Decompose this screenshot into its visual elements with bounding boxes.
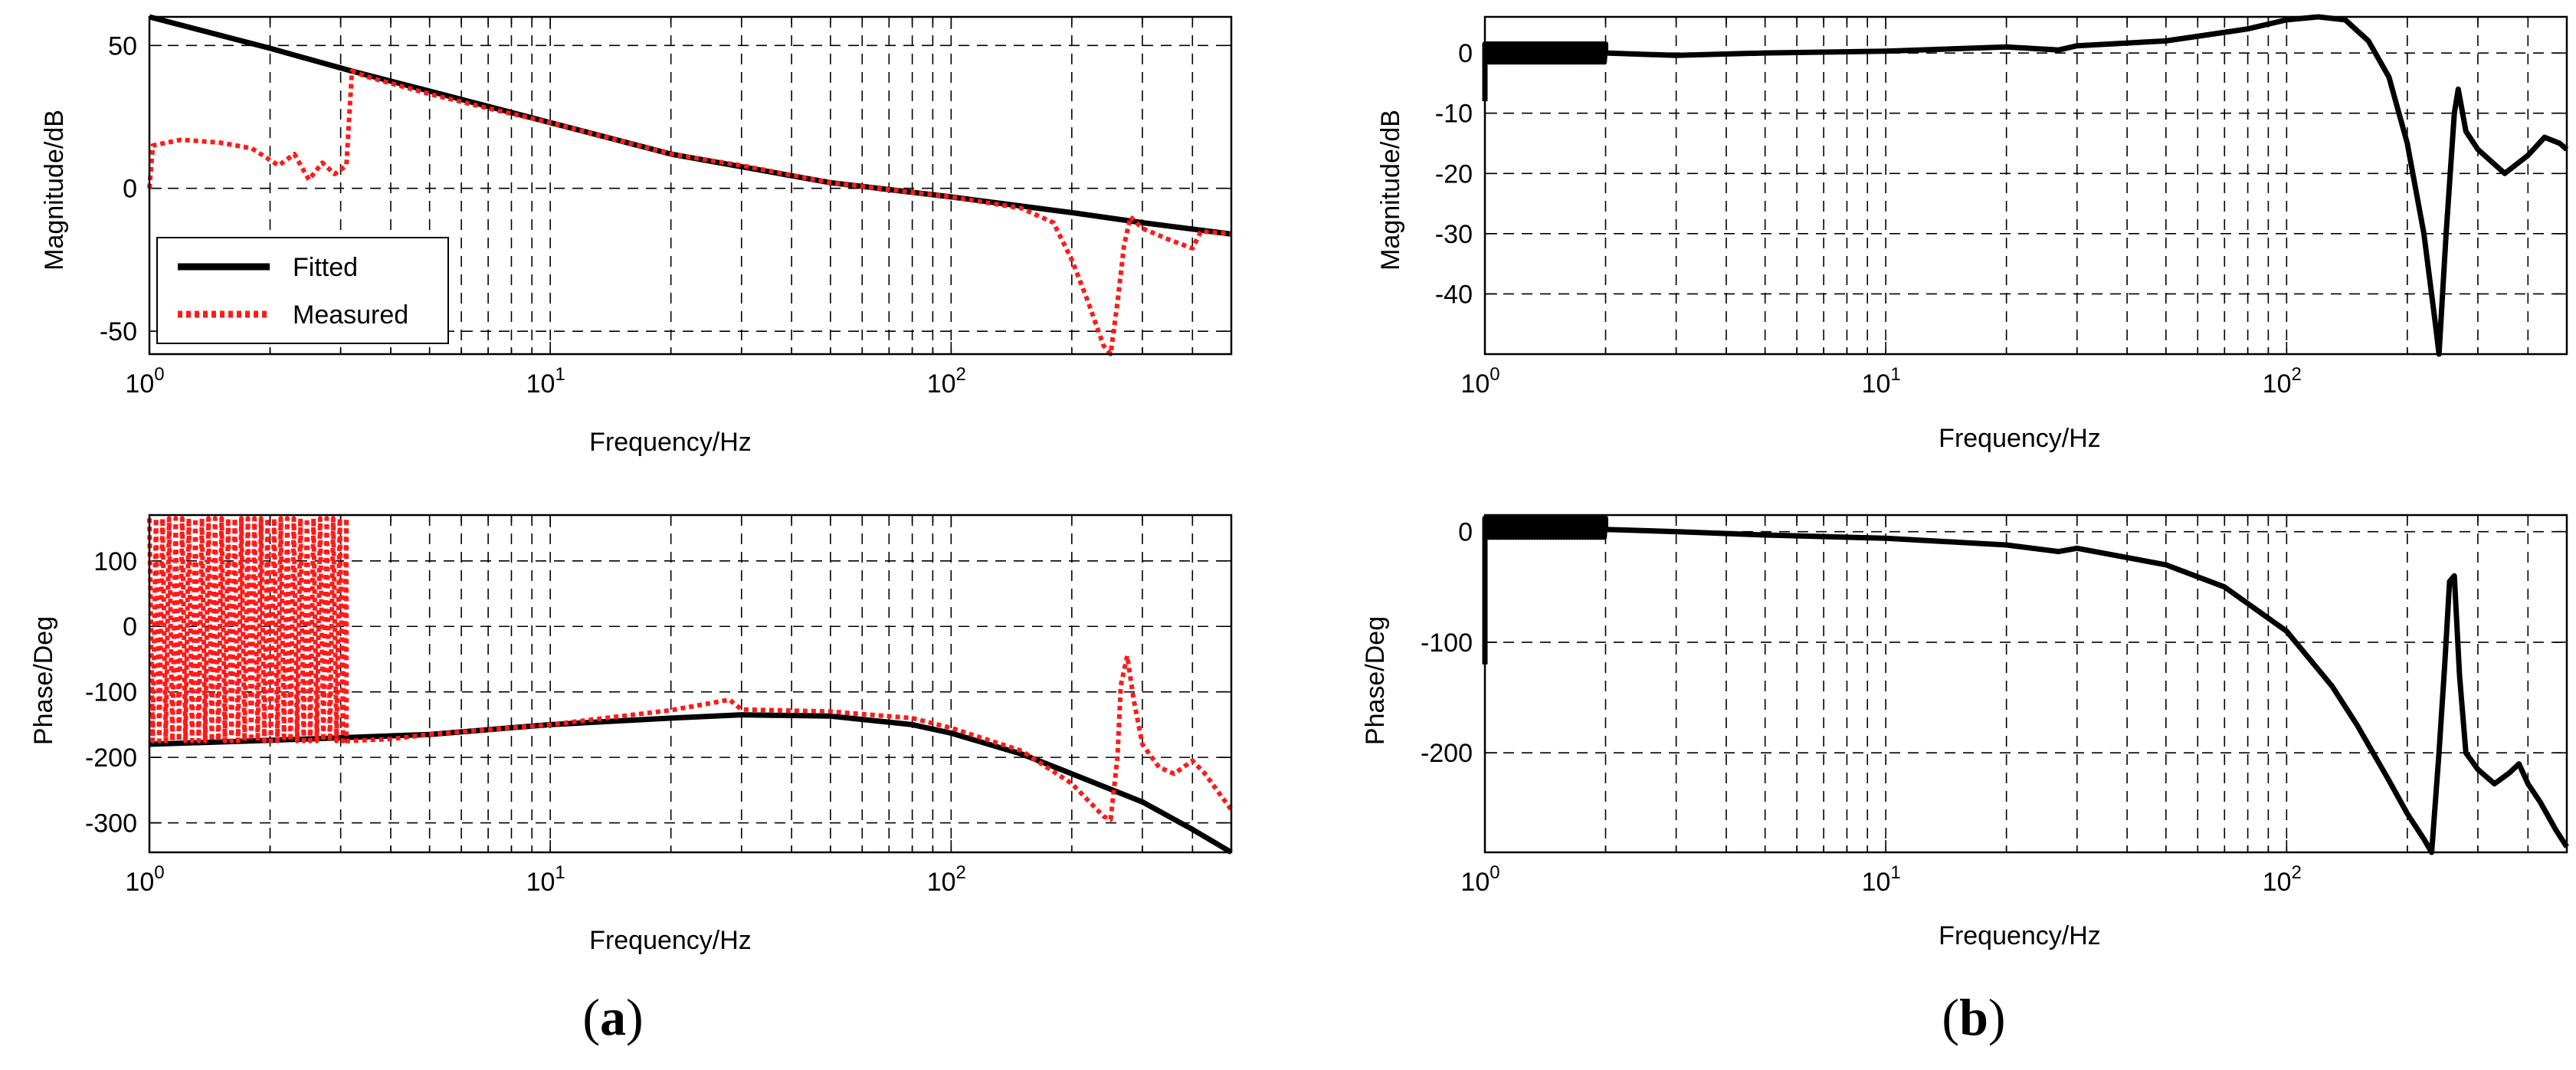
y-tick-label: 0 bbox=[123, 175, 137, 204]
y-tick-label: 0 bbox=[1458, 518, 1473, 547]
x-tick-label: 100 bbox=[125, 364, 164, 399]
xlabel-b-phase: Frequency/Hz bbox=[1939, 921, 2101, 950]
y-tick-label: 50 bbox=[108, 31, 137, 61]
legend-measured-label: Measured bbox=[293, 300, 408, 330]
grid bbox=[149, 515, 1231, 852]
series-line-measured bbox=[147, 516, 1234, 822]
series-line-fitted bbox=[1482, 14, 2569, 357]
x-tick-label: 101 bbox=[526, 862, 565, 897]
grid bbox=[1485, 515, 2567, 852]
xlabel-b-magnitude: Frequency/Hz bbox=[1939, 424, 2101, 453]
series-line-measured bbox=[147, 68, 1232, 356]
y-tick-label: -40 bbox=[1435, 280, 1473, 309]
x-tick-label: 102 bbox=[927, 364, 966, 399]
legend-box bbox=[156, 237, 449, 344]
xlabel-a-phase: Frequency/Hz bbox=[589, 926, 752, 955]
legend-fitted-label: Fitted bbox=[293, 253, 358, 282]
x-tick-label: 100 bbox=[125, 862, 164, 897]
y-tick-label: -200 bbox=[1421, 739, 1473, 768]
x-tick-label: 102 bbox=[2263, 364, 2302, 399]
series-line-fitted bbox=[1482, 515, 2569, 855]
plot-b-magnitude: Magnitude/dB Frequency/Hz 0 -10 -20 -30 -40 1… bbox=[1376, 14, 2569, 453]
plot-frame bbox=[148, 514, 1233, 854]
plot-frame bbox=[148, 15, 1233, 356]
y-tick-label: -300 bbox=[85, 809, 137, 839]
y-tick-label: 100 bbox=[93, 547, 137, 576]
ylabel-a-phase: Phase/Deg bbox=[29, 616, 58, 745]
x-tick-label: 101 bbox=[1862, 364, 1901, 399]
y-tick-label: -10 bbox=[1435, 100, 1473, 129]
y-tick-label: -200 bbox=[85, 743, 137, 773]
y-tick-label: -50 bbox=[100, 317, 137, 346]
y-tick-label: -100 bbox=[1421, 629, 1473, 658]
grid bbox=[149, 17, 1231, 354]
y-tick-label: -30 bbox=[1435, 220, 1473, 249]
ylabel-a-magnitude: Magnitude/dB bbox=[40, 110, 69, 271]
panel-label-a: (a) bbox=[582, 988, 643, 1046]
x-tick-label: 102 bbox=[927, 862, 966, 897]
plot-frame bbox=[1483, 15, 2568, 356]
plot-a-magnitude: Magnitude/dB Frequency/Hz 50 0 -50 100 101 10… bbox=[40, 14, 1233, 457]
xlabel-a-magnitude: Frequency/Hz bbox=[589, 428, 752, 457]
x-tick-label: 101 bbox=[1862, 862, 1901, 897]
panel-label-b: (b) bbox=[1942, 988, 2005, 1046]
y-tick-label: 0 bbox=[1458, 39, 1473, 68]
legend: Fitted Measured bbox=[156, 237, 449, 344]
y-tick-label: -20 bbox=[1435, 159, 1473, 189]
series-line-fitted bbox=[149, 14, 1232, 237]
ylabel-b-phase: Phase/Deg bbox=[1361, 616, 1390, 745]
ylabel-b-magnitude: Magnitude/dB bbox=[1376, 110, 1405, 271]
plot-frame bbox=[1483, 514, 2568, 854]
y-tick-label: -100 bbox=[85, 678, 137, 707]
plot-b-phase: Phase/Deg Frequency/Hz 0 -100 -200 100 101 10… bbox=[1361, 514, 2569, 950]
x-tick-label: 102 bbox=[2263, 862, 2302, 897]
plot-a-phase: Phase/Deg Frequency/Hz 100 0 -100 -200 -300 1… bbox=[29, 514, 1234, 955]
grid bbox=[1485, 17, 2567, 354]
y-tick-label: 0 bbox=[123, 612, 137, 642]
x-tick-label: 100 bbox=[1460, 862, 1499, 897]
x-tick-label: 101 bbox=[526, 364, 565, 399]
x-tick-label: 100 bbox=[1460, 364, 1499, 399]
